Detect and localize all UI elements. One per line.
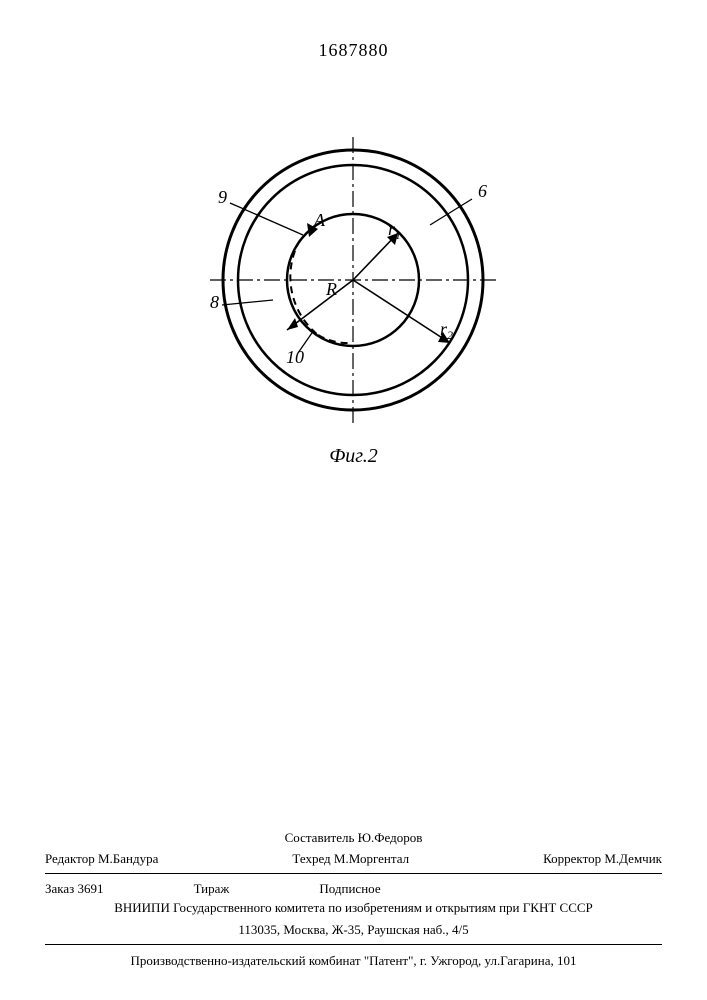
figure-2-diagram: 9 6 8 10 А R r1 r2 [0, 125, 707, 455]
tirazh: Тираж [194, 880, 230, 898]
compiler-line: Составитель Ю.Федоров [45, 827, 662, 849]
page-number: 1687880 [0, 40, 707, 61]
tehred: Техред М.Моргентал [292, 850, 409, 868]
divider-2 [45, 944, 662, 945]
label-9: 9 [218, 187, 227, 207]
vniipi-line2: 113035, Москва, Ж-35, Раушская наб., 4/5 [45, 920, 662, 942]
vniipi-line1: ВНИИПИ Государственного комитета по изоб… [45, 898, 662, 920]
corrector: Корректор М.Демчик [543, 850, 662, 868]
figure-caption: Фиг.2 [0, 445, 707, 468]
production-line: Производственно-издательский комбинат "П… [45, 948, 662, 970]
editor: Редактор М.Бандура [45, 850, 158, 868]
label-R: R [325, 279, 337, 299]
podpisnoe: Подписное [319, 880, 380, 898]
label-6: 6 [478, 181, 487, 201]
label-10: 10 [286, 347, 304, 367]
label-8: 8 [210, 292, 219, 312]
label-r1: r1 [388, 219, 401, 242]
footer-block: Составитель Ю.Федоров Редактор М.Бандура… [45, 827, 662, 970]
label-A: А [313, 210, 326, 230]
order-number: Заказ 3691 [45, 880, 104, 898]
label-r2: r2 [440, 319, 453, 342]
divider [45, 873, 662, 874]
